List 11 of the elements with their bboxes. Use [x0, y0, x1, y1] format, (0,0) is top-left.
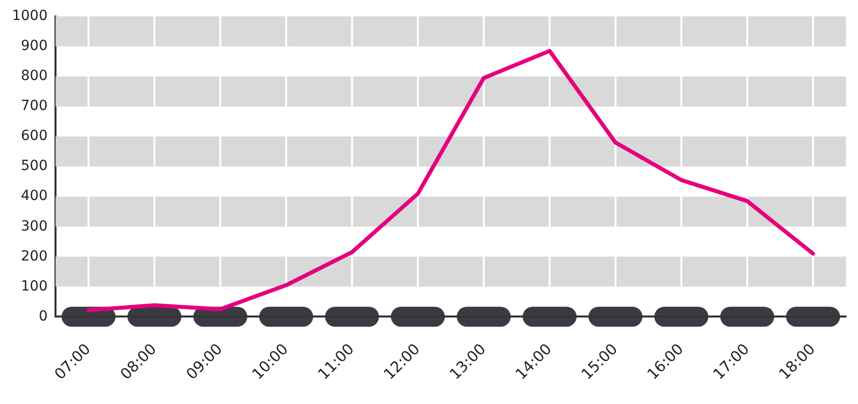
y-tick-label: 900: [20, 38, 48, 54]
y-tick-label: 800: [20, 68, 48, 84]
y-tick-label: 600: [20, 128, 48, 144]
y-tick-label: 1000: [12, 8, 48, 24]
y-tick-label: 300: [20, 218, 48, 234]
y-tick-label: 700: [20, 98, 48, 114]
y-tick-label: 200: [20, 248, 48, 264]
y-tick-label: 400: [20, 188, 48, 204]
y-tick-label: 100: [20, 278, 48, 294]
y-tick-label: 500: [20, 158, 48, 174]
y-tick-label: 0: [38, 308, 48, 324]
